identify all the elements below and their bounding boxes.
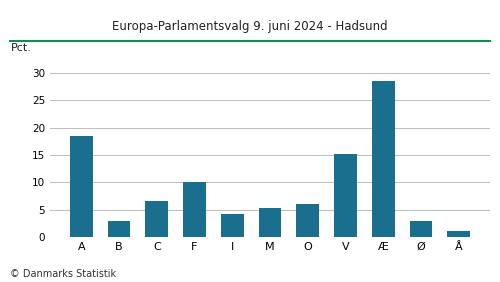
Bar bbox=[448, 231, 470, 237]
Bar bbox=[70, 136, 92, 237]
Bar bbox=[410, 221, 432, 237]
Bar bbox=[146, 201, 168, 237]
Text: © Danmarks Statistik: © Danmarks Statistik bbox=[10, 269, 116, 279]
Bar bbox=[221, 214, 244, 237]
Bar bbox=[296, 204, 319, 237]
Bar bbox=[334, 154, 357, 237]
Bar bbox=[108, 221, 130, 237]
Bar bbox=[258, 208, 281, 237]
Text: Pct.: Pct. bbox=[10, 43, 31, 53]
Text: Europa-Parlamentsvalg 9. juni 2024 - Hadsund: Europa-Parlamentsvalg 9. juni 2024 - Had… bbox=[112, 20, 388, 33]
Bar bbox=[183, 182, 206, 237]
Bar bbox=[372, 81, 394, 237]
